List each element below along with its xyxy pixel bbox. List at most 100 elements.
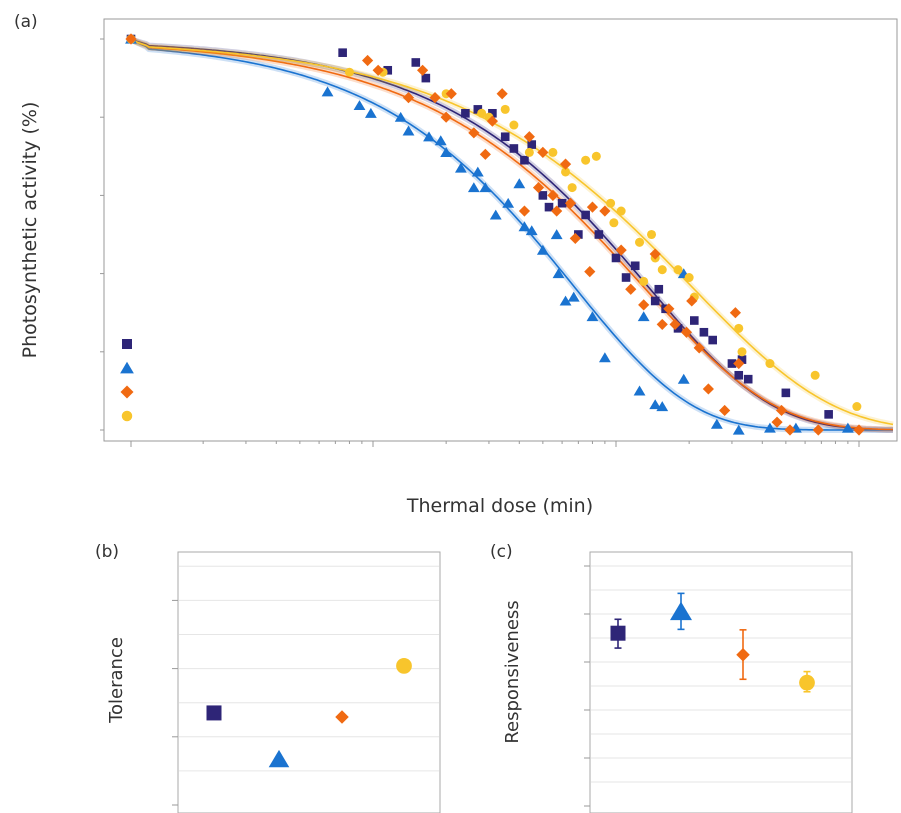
midsummer-point bbox=[771, 416, 783, 428]
winter-point bbox=[434, 135, 447, 146]
autumn-point bbox=[500, 132, 510, 142]
winter-point bbox=[364, 107, 377, 118]
midsummer-point bbox=[693, 342, 705, 354]
midsummer-point bbox=[486, 115, 498, 127]
autumn-point bbox=[708, 335, 717, 345]
midsummer-point bbox=[775, 404, 788, 417]
autumn-point bbox=[781, 388, 791, 398]
autumn-point bbox=[673, 324, 683, 333]
winter-point bbox=[513, 178, 526, 189]
endsummer-point bbox=[524, 147, 534, 157]
endsummer-point bbox=[606, 198, 616, 208]
legend-winter-marker bbox=[120, 361, 134, 374]
panel-c-label: (c) bbox=[490, 542, 513, 562]
winter-responsiveness-point bbox=[670, 601, 692, 621]
autumn-point bbox=[654, 284, 664, 294]
winter-point bbox=[710, 418, 723, 429]
panel-a-frame bbox=[103, 18, 898, 442]
midsummer-tolerance-point bbox=[335, 710, 349, 724]
endsummer-point bbox=[561, 167, 571, 177]
panel-a-fit-curves bbox=[129, 36, 894, 433]
endsummer-point bbox=[852, 402, 862, 412]
midsummer-point bbox=[361, 54, 374, 67]
midsummer-point bbox=[784, 424, 796, 436]
winter-point bbox=[598, 352, 611, 363]
midsummer-point bbox=[649, 248, 661, 260]
endsummer-point bbox=[616, 206, 626, 216]
midsummer-point bbox=[853, 424, 865, 436]
panel-b-grid bbox=[179, 565, 439, 772]
midsummer-point bbox=[569, 232, 581, 244]
midsummer-point bbox=[479, 148, 491, 160]
midsummer-point bbox=[402, 92, 415, 104]
winter-point bbox=[353, 100, 366, 111]
midsummer-point bbox=[669, 318, 681, 331]
autumn-point bbox=[743, 374, 753, 384]
autumn-point bbox=[824, 410, 833, 419]
autumn-point bbox=[488, 108, 497, 118]
panel-b: (b) Tolerance bbox=[95, 542, 441, 813]
panel-b-y-axis-label: Tolerance bbox=[106, 637, 127, 724]
endsummer-tolerance-point bbox=[396, 657, 412, 674]
winter-point bbox=[471, 166, 484, 177]
midsummer-point bbox=[638, 299, 650, 311]
autumn-point bbox=[737, 355, 747, 364]
autumn-point bbox=[509, 144, 519, 153]
autumn-point bbox=[538, 191, 548, 200]
endsummer-point bbox=[591, 151, 601, 161]
midsummer-responsiveness-point bbox=[736, 648, 750, 662]
endsummer-point bbox=[477, 108, 487, 118]
panel-c-frame bbox=[589, 551, 853, 813]
midsummer-point bbox=[599, 205, 611, 217]
midsummer-point bbox=[663, 303, 675, 315]
winter-point bbox=[764, 422, 776, 433]
autumn-point bbox=[727, 359, 737, 368]
autumn-point bbox=[461, 108, 470, 118]
winter-point bbox=[637, 311, 650, 322]
panel-a: (a) Thermal dose (min) Photosynthetic ac… bbox=[14, 12, 898, 517]
autumn-point bbox=[557, 198, 567, 208]
panel-a-y-axis-label: Photosynthetic activity (%) bbox=[19, 102, 41, 359]
midsummer-point bbox=[729, 307, 741, 319]
midsummer-point bbox=[702, 383, 714, 395]
winter-point bbox=[394, 111, 407, 122]
midsummer-point bbox=[125, 33, 137, 45]
panel-c-grid bbox=[591, 565, 851, 783]
autumn-point bbox=[650, 296, 660, 306]
winter-point bbox=[552, 268, 565, 279]
midsummer-point bbox=[625, 283, 637, 295]
midsummer-point bbox=[523, 131, 535, 143]
autumn-point bbox=[734, 370, 744, 380]
panel-a-legend bbox=[120, 339, 134, 422]
endsummer-point bbox=[635, 237, 645, 247]
endsummer-point bbox=[581, 155, 591, 165]
endsummer-point bbox=[673, 265, 683, 275]
midsummer-point bbox=[537, 146, 549, 158]
winter-point bbox=[454, 162, 467, 173]
winter-point bbox=[677, 373, 690, 384]
winter-point bbox=[467, 182, 480, 193]
autumn-responsiveness-point bbox=[610, 625, 626, 641]
endsummer-point bbox=[567, 183, 577, 193]
midsummer-point bbox=[686, 295, 698, 307]
winter-point bbox=[559, 295, 572, 306]
endsummer-point bbox=[646, 229, 657, 240]
winter-point bbox=[321, 86, 334, 97]
midsummer-point bbox=[586, 201, 599, 213]
winter-point bbox=[656, 401, 669, 412]
autumn-point bbox=[689, 316, 699, 325]
panel-a-x-axis bbox=[130, 441, 860, 447]
panel-c-y-axis bbox=[584, 565, 590, 807]
endsummer-point bbox=[609, 218, 619, 228]
winter-point bbox=[536, 244, 549, 255]
autumn-point bbox=[611, 253, 621, 263]
endsummer-point bbox=[684, 272, 694, 283]
midsummer-point bbox=[440, 111, 452, 123]
endsummer-point bbox=[810, 370, 820, 380]
autumn-point bbox=[699, 327, 709, 337]
midsummer-point bbox=[615, 244, 627, 256]
winter-point bbox=[440, 147, 453, 157]
winter-point bbox=[479, 182, 492, 193]
winter-fit-line bbox=[130, 38, 893, 431]
